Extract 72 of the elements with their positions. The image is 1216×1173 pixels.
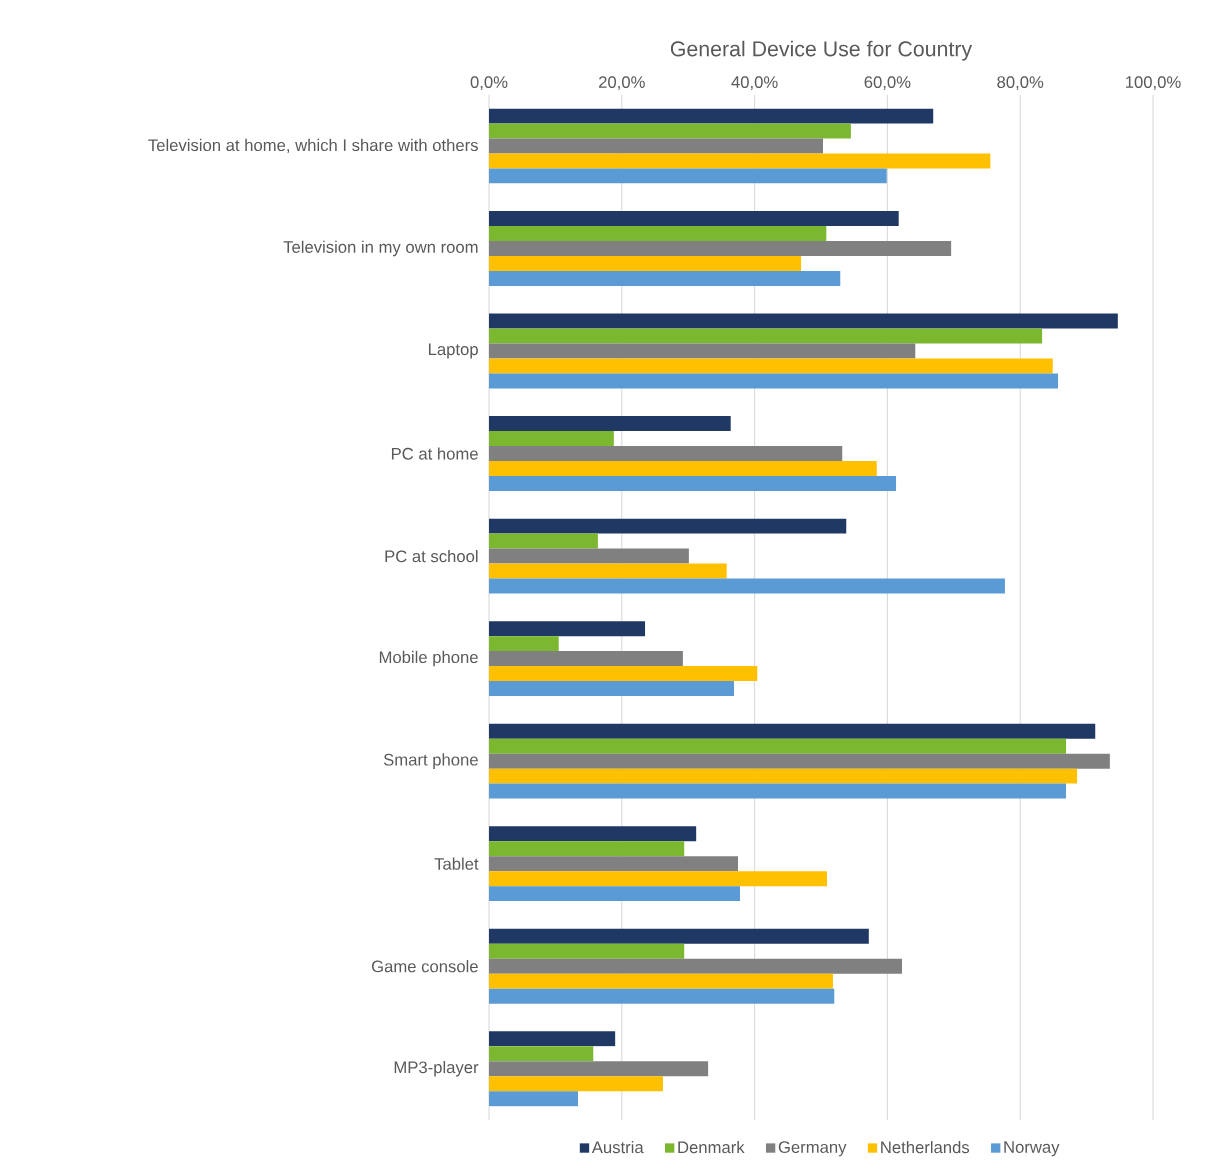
bar	[489, 621, 646, 637]
bar	[489, 255, 802, 271]
bar	[489, 973, 833, 989]
legend-label: Germany	[778, 1141, 847, 1157]
bar	[489, 270, 841, 286]
y-tick-label: PC at home	[391, 447, 478, 460]
bar	[489, 768, 1078, 784]
bar	[489, 681, 735, 697]
y-tick-label: Tablet	[434, 857, 479, 870]
bar	[489, 856, 738, 872]
bar	[489, 1031, 616, 1047]
bar	[489, 226, 827, 241]
bar	[489, 548, 689, 564]
bar	[489, 886, 740, 902]
bar	[489, 563, 727, 579]
bar	[489, 211, 899, 227]
bar	[489, 943, 685, 959]
bar	[489, 416, 731, 432]
bar	[489, 723, 1096, 739]
y-tick-label: MP3-player	[394, 1060, 479, 1077]
bar	[489, 1091, 578, 1107]
bar	[489, 313, 1118, 329]
bar	[489, 446, 843, 462]
bar	[489, 578, 1005, 594]
bar	[489, 1076, 663, 1092]
bar	[489, 783, 1067, 799]
bar	[489, 988, 835, 1004]
legend-label: Netherlands	[881, 1140, 970, 1154]
bar	[489, 533, 598, 549]
bar	[489, 168, 887, 184]
x-tick-label: 20,0%	[599, 76, 645, 90]
bar	[489, 753, 1110, 769]
y-tick-label: Laptop	[428, 343, 478, 359]
y-tick-label: Smart phone	[383, 753, 478, 769]
bar	[489, 958, 903, 974]
bar	[489, 461, 877, 476]
y-tick-label: Television at home, which I share with others	[148, 138, 478, 154]
bar	[489, 328, 1043, 344]
bar	[489, 373, 1059, 389]
bar	[489, 476, 897, 491]
x-tick-label: 100,0%	[1126, 76, 1181, 90]
legend-label: Norway	[1004, 1141, 1060, 1157]
y-tick-label: Game console	[371, 960, 478, 973]
bar	[489, 1046, 594, 1062]
y-tick-label: PC at school	[385, 549, 478, 563]
bar	[489, 826, 697, 842]
y-tick-label: Television in my own room	[283, 240, 478, 257]
bar	[489, 651, 683, 667]
bar	[489, 240, 952, 256]
x-tick-label: 80,0%	[997, 76, 1044, 90]
legend-label: Austria	[591, 1140, 644, 1154]
bar	[489, 358, 1053, 374]
bar	[489, 431, 614, 447]
bar	[489, 108, 934, 124]
x-tick-label: 60,0%	[864, 76, 911, 90]
bar	[489, 636, 559, 652]
bar	[489, 123, 851, 139]
bar	[489, 928, 869, 944]
bar	[489, 153, 991, 169]
x-tick-label: 0,0%	[470, 76, 508, 90]
bar	[489, 738, 1067, 754]
bar	[489, 343, 916, 359]
bar	[489, 841, 685, 857]
bar	[489, 518, 847, 534]
y-tick-label: Mobile phone	[379, 650, 478, 667]
bar	[489, 871, 827, 887]
legend-label: Denmark	[678, 1140, 745, 1154]
bar	[489, 1061, 709, 1077]
bar	[489, 138, 823, 154]
x-tick-label: 40,0%	[731, 76, 778, 90]
bar	[489, 666, 758, 682]
chart-title: General Device Use for Country	[670, 40, 973, 61]
